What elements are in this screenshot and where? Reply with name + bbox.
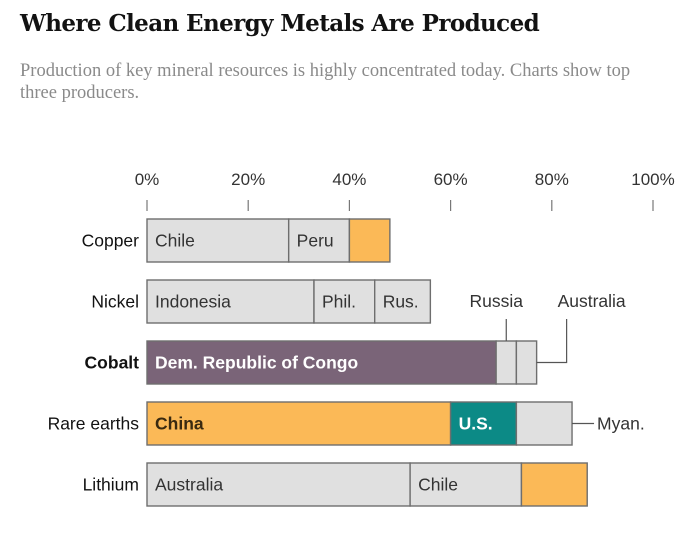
bar-segment-china	[348, 218, 391, 263]
x-tick-label: 60%	[434, 170, 468, 189]
bar-segment-dem-republic-of-congo	[146, 340, 497, 385]
callout-leader	[536, 319, 568, 364]
bar-row-nickel: Nickel Indonesia Phil. Rus.	[91, 279, 432, 324]
bar-row-cobalt: Cobalt Dem. Republic of Congo	[85, 340, 538, 385]
row-label: Lithium	[83, 475, 139, 495]
x-tick-label: 80%	[535, 170, 569, 189]
bar-segment-u-s-	[449, 401, 518, 446]
segment-label: Phil.	[322, 292, 356, 312]
segment-label: Chile	[155, 231, 195, 251]
bar-row-lithium: Lithium Australia Chile	[83, 462, 588, 507]
segment-label: Indonesia	[155, 292, 231, 312]
row-label: Copper	[82, 231, 140, 251]
chart-subtitle: Production of key mineral resources is h…	[20, 61, 631, 103]
callouts: Russia Australia Myan.	[470, 291, 645, 434]
row-label: Cobalt	[85, 353, 140, 373]
bar-segment-russia	[374, 279, 432, 324]
segment-label: Australia	[155, 475, 223, 495]
callout-russia: Russia	[470, 291, 524, 341]
segment-label: Peru	[297, 231, 334, 251]
bar-segment-australia	[515, 340, 538, 385]
segment-label: Chile	[418, 475, 458, 495]
x-axis: 0% 20% 40% 60% 80% 100%	[135, 170, 675, 211]
callout-label: Australia	[558, 291, 626, 311]
bar-row-rare-earths: Rare earths China U.S.	[48, 401, 573, 446]
bar-segment-china	[520, 462, 588, 507]
bars: Copper Chile Peru Nickel Indonesia Phil. Rus. C…	[48, 218, 588, 507]
bar-segment-myanmar	[515, 401, 573, 446]
row-label: Nickel	[91, 292, 139, 312]
callout-label: Myan.	[597, 414, 645, 434]
segment-label: U.S.	[459, 414, 493, 434]
x-tick-label: 100%	[631, 170, 674, 189]
segment-label: Dem. Republic of Congo	[155, 353, 358, 373]
segment-label: China	[155, 414, 204, 434]
bar-segment-chile	[146, 218, 290, 263]
bar-segment-chile	[409, 462, 523, 507]
callout-label: Russia	[470, 291, 524, 311]
x-tick-label: 0%	[135, 170, 160, 189]
bar-row-copper: Copper Chile Peru	[82, 218, 391, 263]
row-label: Rare earths	[48, 414, 140, 434]
x-tick-label: 40%	[332, 170, 366, 189]
bar-segment-russia	[495, 340, 518, 385]
x-tick-label: 20%	[231, 170, 265, 189]
callout-australia: Australia	[536, 291, 626, 364]
segment-label: Rus.	[383, 292, 419, 312]
chart-title: Where Clean Energy Metals Are Produced	[20, 10, 540, 37]
callout-myanmar: Myan.	[572, 414, 645, 434]
bar-segment-china	[146, 401, 452, 446]
